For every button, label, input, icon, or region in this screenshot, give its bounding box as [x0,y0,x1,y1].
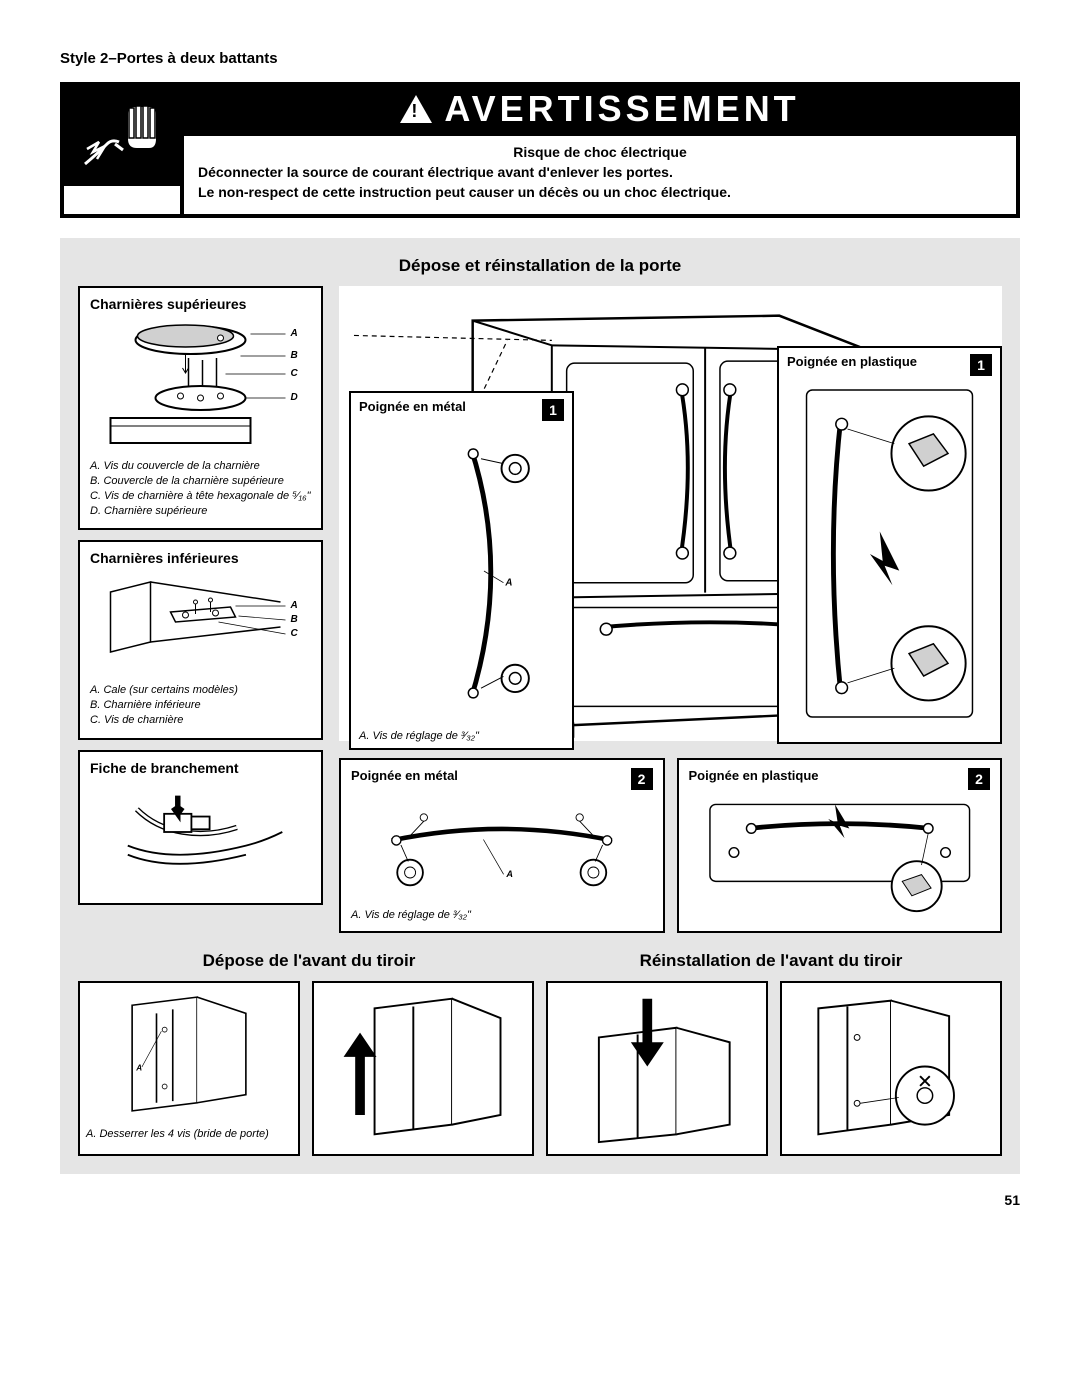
warning-line-1: Déconnecter la source de courant électri… [198,164,1002,180]
right-area: Poignée en métal 1 A A. Vis de régl [339,286,1002,933]
drawer-section: Dépose de l'avant du tiroir Réinstallati… [78,951,1002,1156]
door-section-title: Dépose et réinstallation de la porte [78,256,1002,276]
warning-header: AVERTISSEMENT [184,86,1016,136]
caption: A. Cale (sur certains modèles) [90,683,311,698]
svg-text:B: B [291,614,298,625]
main-row: Charnières supérieures A B [78,286,1002,933]
label-b: B [291,350,298,361]
badge-2b: 2 [968,768,990,790]
metal-handle-2-box: Poignée en métal 2 [339,758,665,933]
svg-text:A: A [290,600,298,611]
warning-content: AVERTISSEMENT Risque de choc électrique … [184,86,1016,214]
label-c: C [291,368,299,379]
bottom-hinges-captions: A. Cale (sur certains modèles) B. Charni… [90,683,311,728]
metal-handle-1-box: Poignée en métal 1 A A. Vis de régl [349,391,574,750]
caption: B. Charnière inférieure [90,698,311,713]
drawer-remove-1: A A. Desserrer les 4 vis (bride de porte… [78,981,300,1156]
page-title: Style 2–Portes à deux battants [60,50,1020,67]
drawer-illustration [320,989,526,1144]
plastic-handle-2-box: Poignée en plastique 2 [677,758,1003,933]
metal-handle-2-title: Poignée en métal [351,768,458,790]
left-column: Charnières supérieures A B [78,286,323,905]
drawer-remove-2 [312,981,534,1156]
metal-handle-2-caption: A. Vis de réglage de ³⁄₃₂" [351,909,653,921]
badge-1: 1 [542,399,564,421]
svg-text:A: A [504,578,512,589]
wiring-plug-box: Fiche de branchement [78,750,323,905]
bottom-handle-row: Poignée en métal 2 [339,758,1002,933]
caption: C. Vis de charnière [90,713,311,728]
warning-icon-cell [64,86,184,214]
metal-handle-1-title: Poignée en métal [359,399,466,414]
wiring-plug-illustration [90,782,311,882]
warning-subtitle: Risque de choc électrique [198,144,1002,160]
svg-text:A: A [135,1063,142,1072]
drawer-reinstall-title: Réinstallation de l'avant du tiroir [540,951,1002,971]
warning-box: AVERTISSEMENT Risque de choc électrique … [60,82,1020,218]
top-hinges-captions: A. Vis du couvercle de la charnière B. C… [90,459,311,518]
plastic-handle-1-box: Poignée en plastique 1 [777,346,1002,744]
bottom-hinges-title: Charnières inférieures [90,550,311,566]
diagram-panel: Dépose et réinstallation de la porte Cha… [60,238,1020,1174]
caption: C. Vis de charnière à tête hexagonale de… [90,489,311,504]
label-d: D [291,392,298,403]
drawer-reinstall-1 [546,981,768,1156]
warning-hand-shock-icon [64,86,180,186]
caption: B. Couvercle de la charnière supérieure [90,474,311,489]
drawer-row: A A. Desserrer les 4 vis (bride de porte… [78,981,1002,1156]
top-hinges-illustration: A B C D [90,318,311,448]
badge-1b: 1 [970,354,992,376]
caption: D. Charnière supérieure [90,504,311,519]
drawer-illustration [788,989,994,1144]
svg-text:A: A [505,869,513,879]
metal-handle-1-illustration: A [359,421,564,721]
plastic-handle-1-illustration [787,376,992,731]
label-a: A [290,328,298,339]
drawer-remove-caption: A. Desserrer les 4 vis (bride de porte) [86,1128,292,1140]
top-hinges-title: Charnières supérieures [90,296,311,312]
page-number: 51 [60,1192,1020,1208]
warning-header-text: AVERTISSEMENT [444,88,799,130]
drawer-illustration: A [86,989,292,1119]
metal-handle-1-caption: A. Vis de réglage de ³⁄₃₂" [359,730,564,742]
drawer-illustration [554,989,760,1144]
warning-line-2: Le non-respect de cette instruction peut… [198,184,1002,200]
plastic-handle-2-title: Poignée en plastique [689,768,819,790]
plastic-handle-1-title: Poignée en plastique [787,354,917,369]
plastic-handle-2-illustration [689,790,991,915]
warning-triangle-icon [400,95,432,123]
drawer-reinstall-2 [780,981,1002,1156]
badge-2: 2 [631,768,653,790]
svg-text:C: C [291,628,299,639]
drawer-titles: Dépose de l'avant du tiroir Réinstallati… [78,951,1002,981]
warning-body: Risque de choc électrique Déconnecter la… [184,136,1016,214]
drawer-remove-title: Dépose de l'avant du tiroir [78,951,540,971]
top-hinges-box: Charnières supérieures A B [78,286,323,530]
bottom-hinges-box: Charnières inférieures A B C [78,540,323,740]
wiring-plug-title: Fiche de branchement [90,760,311,776]
caption: A. Vis du couvercle de la charnière [90,459,311,474]
bottom-hinges-illustration: A B C [90,572,311,672]
metal-handle-2-illustration: A [351,790,653,900]
